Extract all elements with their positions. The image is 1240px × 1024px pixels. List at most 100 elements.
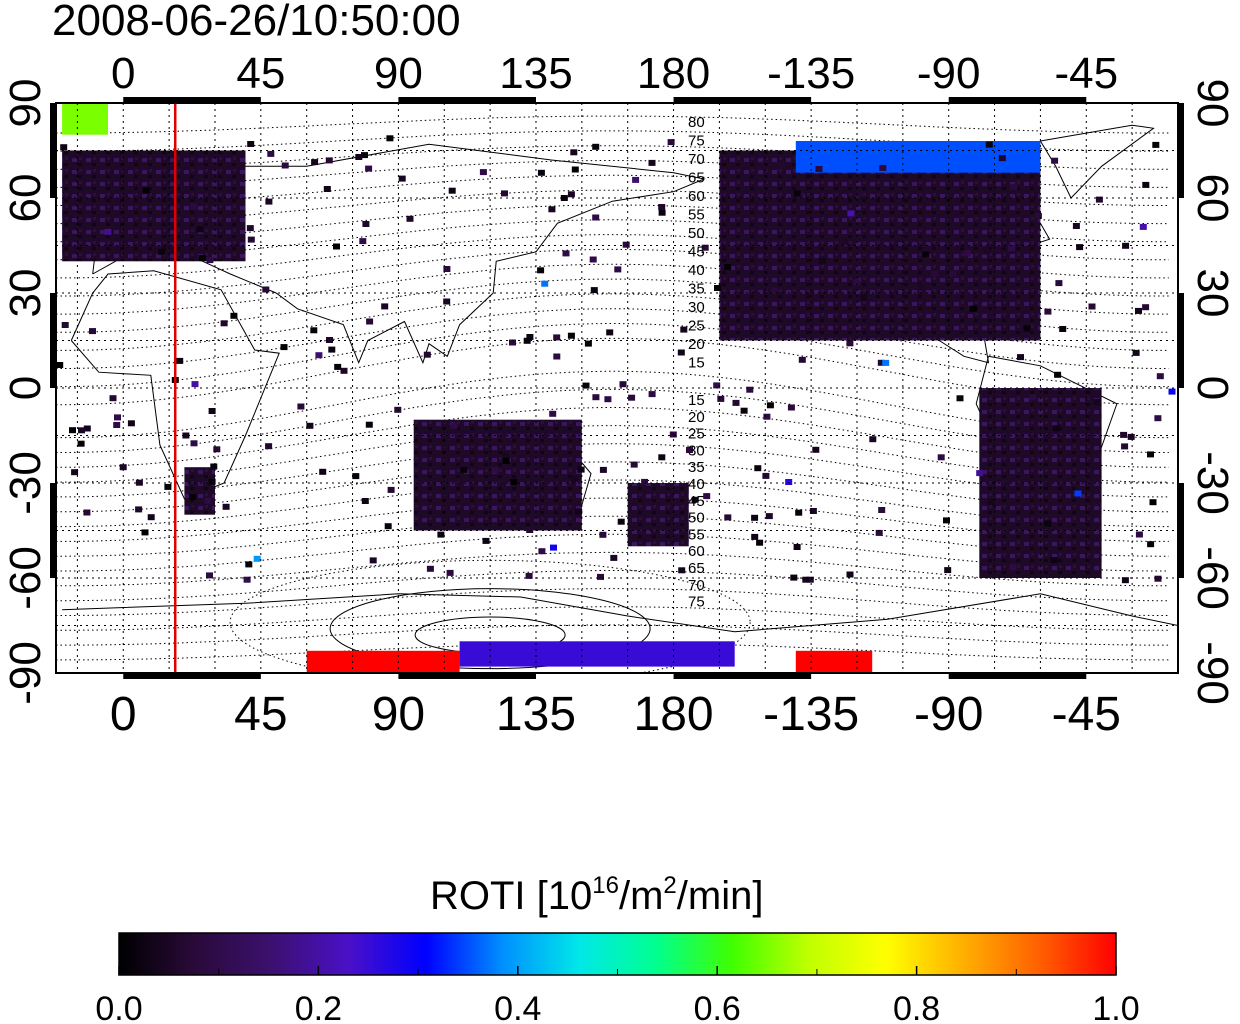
station-pixel <box>60 144 68 151</box>
station-pixel <box>247 141 255 147</box>
station-pixel <box>340 367 348 374</box>
station-pixel <box>985 141 993 148</box>
station-pixel <box>1050 557 1058 564</box>
station-pixel <box>732 399 740 406</box>
station-pixel <box>956 395 964 402</box>
magnetic-label-north: 70 <box>688 151 705 168</box>
station-pixel <box>196 226 204 233</box>
lon-tick-label-top: 135 <box>499 49 572 98</box>
station-pixel <box>632 176 640 183</box>
magnetic-label-south: 50 <box>688 510 705 527</box>
station-pixel <box>1055 280 1063 287</box>
station-pixel <box>793 544 801 550</box>
lon-tick-label-top: 45 <box>236 49 285 98</box>
station-pixel <box>553 334 561 341</box>
lat-tick-label-right: 60 <box>1188 174 1237 223</box>
magnetic-label-north: 20 <box>688 336 705 353</box>
station-pixel <box>619 381 627 388</box>
frame-block-right <box>1178 103 1184 198</box>
station-pixel <box>577 466 585 473</box>
magnetic-label-south: 55 <box>688 526 705 543</box>
station-pixel <box>860 294 868 301</box>
station-pixel <box>362 221 370 227</box>
roti-region-8 <box>306 650 460 673</box>
station-pixel <box>1023 325 1031 332</box>
station-pixel <box>222 503 230 510</box>
station-pixel <box>61 322 69 328</box>
station-pixel <box>398 175 406 182</box>
roti-region-0 <box>62 150 246 262</box>
station-pixel <box>204 497 212 504</box>
station-pixel <box>567 332 575 339</box>
magnetic-contour-line <box>56 642 1169 661</box>
magnetic-label-south: 20 <box>688 409 705 426</box>
magnetic-label-south: 45 <box>688 493 705 510</box>
magnetic-label-north: 60 <box>688 188 705 205</box>
station-pixel <box>141 529 149 536</box>
station-pixel <box>328 346 336 353</box>
lon-tick-label-top: -90 <box>917 49 981 98</box>
station-pixel <box>526 527 534 533</box>
station-pixel <box>1088 303 1096 310</box>
station-pixel <box>701 244 709 251</box>
station-pixel <box>243 576 251 583</box>
station-pixel <box>83 425 91 432</box>
station-pixel <box>766 402 774 409</box>
magnetic-contour-line <box>56 515 1169 557</box>
station-pixel <box>680 326 688 333</box>
roti-region-2 <box>184 467 215 515</box>
station-pixel <box>1054 371 1062 378</box>
station-pixel <box>426 565 434 572</box>
station-pixel <box>1120 431 1128 438</box>
coastline-path <box>62 593 1178 633</box>
station-pixel <box>575 508 583 515</box>
station-pixel <box>599 531 607 538</box>
station-pixel <box>247 236 255 243</box>
station-pixel <box>944 567 952 574</box>
station-pixel <box>604 396 612 403</box>
station-pixel <box>369 557 377 564</box>
magnetic-label-south: 65 <box>688 560 705 577</box>
station-pixel <box>142 187 150 194</box>
station-pixel <box>606 329 614 336</box>
station-pixel <box>523 337 531 344</box>
magnetic-label-north: 45 <box>688 244 705 261</box>
station-pixel <box>949 271 957 277</box>
station-pixel <box>443 266 451 272</box>
station-pixel <box>1017 354 1024 361</box>
magnetic-label-north: 40 <box>688 262 705 279</box>
station-pixel <box>922 251 930 258</box>
station-pixel <box>592 394 600 401</box>
roti-region-10 <box>459 641 735 667</box>
station-pixel <box>135 506 143 513</box>
station-pixel <box>614 266 622 273</box>
station-pixel <box>877 359 885 366</box>
magnetic-label-north: 50 <box>688 225 705 242</box>
station-pixel <box>869 436 877 443</box>
colorbar-tick-label: 0.8 <box>893 990 940 1024</box>
lat-tick-label-left: 90 <box>1 79 50 128</box>
frame-block-bottom <box>123 673 261 679</box>
magnetic-label-south: 25 <box>688 426 705 443</box>
station-pixel <box>778 161 785 168</box>
magnetic-label-south: 75 <box>688 594 705 611</box>
magnetic-latitude-labels: 8075706560555045403530252015152025303540… <box>688 114 705 611</box>
station-pixel <box>617 518 625 525</box>
colorbar-tick-label: 1.0 <box>1092 990 1139 1024</box>
station-pixel <box>703 493 711 500</box>
station-pixel <box>387 486 395 493</box>
station-pixel <box>658 454 666 461</box>
station-pixel <box>406 215 414 222</box>
station-pixel <box>502 457 510 464</box>
station-pixel <box>982 248 990 255</box>
lon-tick-label-bottom: 90 <box>372 688 425 741</box>
station-pixel <box>582 382 590 389</box>
station-pixel <box>1121 443 1129 450</box>
magnetic-label-north: 35 <box>688 281 705 298</box>
roti-region-3 <box>413 419 582 531</box>
station-pixel <box>846 571 854 578</box>
frame-block-right <box>1178 483 1184 578</box>
colorbar-tick-label: 0.6 <box>694 990 741 1024</box>
station-pixel <box>1009 564 1017 571</box>
station-pixel <box>751 533 759 540</box>
